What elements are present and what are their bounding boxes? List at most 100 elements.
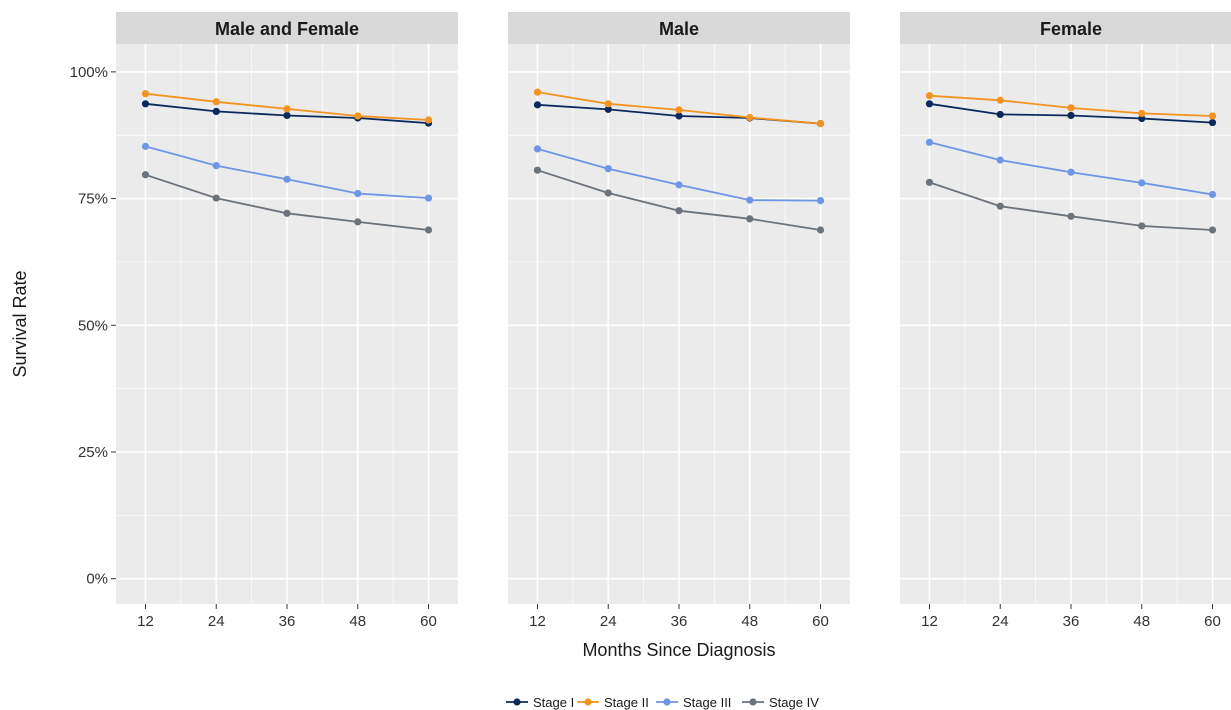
panel-title: Female: [1040, 19, 1102, 39]
data-point: [996, 202, 1004, 210]
data-point: [746, 215, 754, 223]
panel-1: Male and Female 12 24 36 48 60: [116, 12, 458, 630]
legend-label: Stage I: [533, 695, 574, 710]
data-point: [424, 226, 433, 234]
data-point: [212, 162, 220, 170]
y-tick-label: 75%: [78, 191, 108, 208]
data-point: [675, 106, 683, 114]
y-tick-label: 100%: [70, 64, 108, 81]
y-axis-title: Survival Rate: [10, 270, 30, 377]
data-point: [675, 112, 683, 120]
data-point: [996, 110, 1004, 119]
data-point: [675, 181, 683, 189]
data-point: [604, 105, 612, 113]
data-point: [533, 166, 542, 174]
data-point: [996, 96, 1004, 104]
data-point: [533, 101, 542, 109]
data-point: [212, 194, 220, 202]
data-point: [141, 142, 150, 150]
data-point: [675, 207, 683, 215]
x-tick-label: 36: [1063, 613, 1080, 630]
data-point: [816, 226, 825, 234]
data-point: [1138, 109, 1146, 118]
data-point: [533, 88, 542, 96]
data-point: [141, 171, 150, 179]
legend-item-stage-iii: Stage III: [656, 695, 731, 710]
panel-strip: [900, 12, 1231, 44]
data-point: [925, 100, 934, 108]
legend-key-point: [663, 698, 671, 706]
data-point: [925, 178, 934, 186]
series-stage-iii: [925, 138, 1217, 199]
data-point: [1138, 222, 1146, 230]
data-point: [816, 196, 825, 205]
x-tick-label: 48: [349, 613, 366, 630]
legend-item-stage-i: Stage I: [506, 695, 574, 710]
data-point: [424, 116, 433, 124]
panel-strip: [508, 12, 850, 44]
data-point: [1208, 226, 1217, 234]
data-point: [354, 112, 362, 120]
data-point: [1067, 111, 1075, 120]
legend-label: Stage III: [683, 695, 731, 710]
data-point: [1067, 104, 1075, 112]
series-stage-i: [141, 100, 433, 127]
x-tick-label: 60: [812, 613, 829, 630]
legend-item-stage-ii: Stage II: [577, 695, 649, 710]
data-point: [996, 156, 1004, 164]
data-point: [604, 189, 612, 197]
series-stage-ii: [925, 92, 1217, 120]
x-tick-label: 12: [137, 613, 154, 630]
data-point: [1067, 168, 1075, 176]
data-point: [424, 194, 433, 202]
data-point: [925, 138, 934, 146]
legend-item-stage-iv: Stage IV: [742, 695, 819, 710]
data-point: [816, 119, 825, 128]
data-point: [925, 92, 934, 100]
data-point: [746, 196, 754, 204]
x-tick-label: 60: [1204, 613, 1221, 630]
x-tick-label: 24: [600, 613, 617, 630]
panel-strip: [116, 12, 458, 44]
legend-label: Stage IV: [769, 695, 819, 710]
x-tick-label: 12: [529, 613, 546, 630]
series-stage-i: [925, 100, 1217, 127]
panel-3: Female 12 24 36 48 60: [900, 12, 1231, 630]
series-stage-ii: [141, 90, 433, 124]
legend-label: Stage II: [604, 695, 649, 710]
x-tick-label: 12: [921, 613, 938, 630]
panel-background: [900, 44, 1231, 604]
data-point: [533, 145, 542, 153]
x-tick-label: 24: [208, 613, 225, 630]
series-stage-ii: [533, 88, 825, 128]
data-point: [283, 111, 291, 120]
series-stage-iv: [925, 178, 1217, 234]
data-point: [1208, 190, 1217, 199]
data-point: [283, 105, 291, 113]
series-stage-iv: [533, 166, 825, 234]
x-tick-label: 48: [741, 613, 758, 630]
y-tick-label: 25%: [78, 444, 108, 461]
panel-title: Male: [659, 19, 699, 39]
series-stage-iii: [533, 145, 825, 205]
series-stage-iii: [141, 142, 433, 202]
data-point: [1138, 179, 1146, 187]
data-point: [283, 209, 291, 217]
y-tick-label: 50%: [78, 317, 108, 334]
data-point: [604, 100, 612, 108]
y-axis: 0% 25% 50% 75% 100%: [70, 64, 116, 588]
legend: Stage I Stage II Stage III Stage IV: [506, 695, 819, 710]
x-tick-label: 48: [1133, 613, 1150, 630]
panel-title: Male and Female: [215, 19, 359, 39]
legend-key-point: [749, 698, 757, 706]
data-point: [604, 165, 612, 173]
y-tick-label: 0%: [86, 571, 108, 588]
data-point: [212, 98, 220, 106]
x-tick-label: 36: [671, 613, 688, 630]
data-point: [354, 218, 362, 226]
data-point: [746, 113, 754, 122]
x-tick-label: 36: [279, 613, 296, 630]
legend-key-point: [584, 698, 592, 706]
data-point: [283, 175, 291, 183]
